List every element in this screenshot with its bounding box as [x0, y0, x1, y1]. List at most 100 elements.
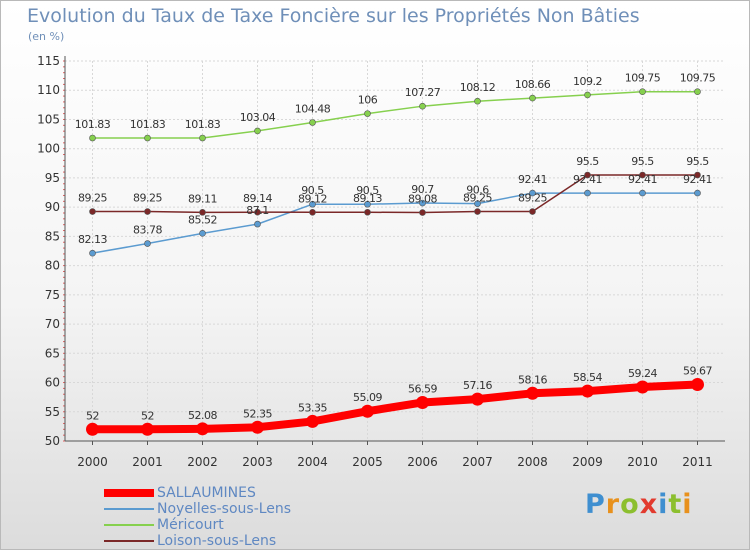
data-label: 95.5 — [686, 155, 709, 168]
data-label: 90.6 — [466, 184, 489, 197]
data-point — [199, 230, 206, 237]
y-tick-label: 55 — [45, 405, 60, 419]
series-line-3 — [91, 174, 699, 214]
x-tick-label: 2010 — [627, 455, 658, 469]
data-label: 52 — [141, 409, 154, 422]
data-label: 83.78 — [133, 224, 162, 237]
data-label: 89.25 — [78, 192, 107, 205]
data-label: 57.16 — [463, 379, 492, 392]
data-point — [254, 208, 261, 216]
logo-letter: P — [585, 489, 606, 520]
x-tick-label: 2009 — [572, 455, 603, 469]
y-tick-label: 50 — [45, 434, 60, 448]
data-point — [526, 386, 539, 400]
data-label: 95.5 — [576, 155, 599, 168]
data-point — [199, 209, 206, 216]
data-point — [694, 189, 701, 197]
data-label: 90.5 — [356, 184, 379, 197]
data-point — [474, 208, 481, 215]
y-tick-label: 65 — [45, 346, 60, 360]
data-point — [584, 91, 591, 99]
data-point — [419, 209, 426, 216]
data-label: 101.83 — [130, 118, 166, 131]
data-label: 92.41 — [628, 173, 657, 186]
y-tick-label: 115 — [37, 54, 60, 68]
data-point — [364, 110, 371, 117]
data-label: 95.5 — [631, 155, 654, 168]
y-tick-label: 110 — [37, 83, 60, 97]
data-point — [364, 208, 371, 216]
data-label: 82.13 — [78, 233, 107, 246]
data-point — [141, 422, 154, 436]
data-label: 59.67 — [683, 364, 712, 377]
data-point — [306, 414, 319, 428]
data-point — [419, 102, 426, 110]
data-label: 90.5 — [301, 184, 324, 197]
data-point — [309, 200, 316, 208]
logo-letter: o — [620, 489, 640, 520]
data-point — [691, 377, 704, 391]
data-label: 59.24 — [628, 367, 657, 380]
legend-label-loison: Loison-sous-Lens — [157, 533, 277, 549]
data-label: 108.12 — [460, 81, 496, 94]
legend-swatch-loison — [104, 540, 154, 542]
data-label: 109.75 — [680, 72, 716, 85]
data-point — [639, 189, 646, 197]
data-point — [309, 119, 316, 126]
data-label: 92.41 — [573, 173, 602, 186]
data-point — [86, 422, 99, 436]
y-tick-label: 90 — [45, 200, 60, 214]
data-label: 89.13 — [353, 192, 382, 205]
data-label: 103.04 — [240, 111, 276, 124]
data-point — [529, 94, 536, 102]
data-label: 89.11 — [188, 192, 217, 205]
data-label: 58.16 — [518, 373, 547, 386]
data-label: 89.25 — [463, 192, 492, 205]
data-label: 89.25 — [518, 192, 547, 205]
data-point — [584, 189, 591, 197]
data-point — [144, 208, 151, 215]
data-point — [581, 384, 594, 398]
data-label: 109.75 — [625, 72, 661, 85]
x-tick-label: 2007 — [462, 455, 493, 469]
data-point — [474, 97, 481, 105]
data-point — [144, 134, 151, 142]
series-line-1 — [91, 192, 699, 254]
legend-swatch-noyelles — [104, 508, 154, 510]
x-tick-label: 2006 — [407, 455, 438, 469]
data-label: 89.25 — [133, 192, 162, 205]
logo-letter: i — [682, 489, 693, 520]
data-point — [251, 420, 264, 434]
unit-label: (en %) — [28, 30, 65, 43]
x-tick-label: 2003 — [242, 455, 273, 469]
x-tick-label: 2004 — [297, 455, 328, 469]
data-label: 55.09 — [353, 391, 382, 404]
legend-swatch-mericourt — [104, 524, 154, 526]
data-point — [254, 127, 261, 135]
data-label: 53.35 — [298, 401, 327, 414]
x-tick-label: 2005 — [352, 455, 383, 469]
data-label: 52.08 — [188, 409, 217, 422]
logo-letter: t — [668, 489, 683, 520]
data-point — [364, 200, 371, 208]
logo-letter: x — [639, 489, 659, 520]
y-tick-label: 100 — [37, 142, 60, 156]
data-point — [694, 88, 701, 95]
data-labels: 52 52 52.08 52.35 53.35 55.09 56.59 57.16 58.16 5… — [75, 72, 716, 423]
y-tick-label: 70 — [45, 317, 60, 331]
data-point — [89, 134, 96, 142]
proxiti-logo: Proxiti — [585, 489, 693, 520]
series-line-2 — [91, 90, 699, 139]
legend-label-noyelles: Noyelles-sous-Lens — [157, 501, 292, 517]
data-point — [584, 171, 591, 179]
x-tick-label: 2011 — [682, 455, 713, 469]
chart-title: Evolution du Taux de Taxe Foncière sur l… — [27, 5, 640, 27]
data-label: 85.52 — [188, 213, 217, 226]
data-point — [474, 200, 481, 207]
data-point — [639, 88, 646, 95]
y-tick-label: 60 — [45, 376, 60, 390]
data-label: 56.59 — [408, 382, 437, 395]
data-point — [196, 422, 209, 436]
